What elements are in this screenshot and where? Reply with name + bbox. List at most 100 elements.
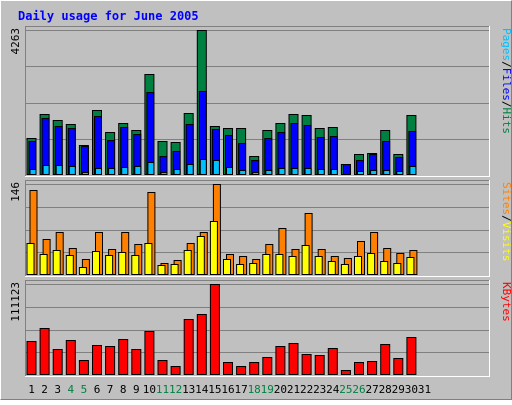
day-label-18: 18 xyxy=(248,383,261,396)
legend-kbytes: KBytes xyxy=(500,282,512,322)
bar-pages-day-26 xyxy=(357,171,364,175)
bar-kbytes-day-15 xyxy=(209,284,220,375)
bar-sites-day-26 xyxy=(354,256,362,275)
legend-entry-visits: Visits xyxy=(500,222,512,262)
day-label-8: 8 xyxy=(120,383,127,396)
bar-kbytes-day-18 xyxy=(249,362,260,375)
day-label-23: 23 xyxy=(313,383,326,396)
legend-sites-visits: Sites/Visits xyxy=(500,182,512,262)
bar-sites-day-25 xyxy=(340,264,349,275)
bar-sites-day-13 xyxy=(183,250,192,275)
bar-kbytes-day-26 xyxy=(354,362,364,375)
bar-pages-day-18 xyxy=(252,172,260,175)
day-label-14: 14 xyxy=(195,383,209,396)
bar-sites-day-19 xyxy=(262,254,271,275)
bar-pages-day-17 xyxy=(239,170,247,175)
bar-pages-day-21 xyxy=(291,168,299,175)
day-label-26: 26 xyxy=(352,383,365,396)
day-label-12: 12 xyxy=(169,383,182,396)
bar-sites-day-3 xyxy=(52,250,61,275)
bar-kbytes-day-10 xyxy=(144,331,155,375)
bar-pages-day-24 xyxy=(330,169,338,175)
day-label-4: 4 xyxy=(67,383,74,396)
bar-sites-day-29 xyxy=(393,263,402,275)
day-label-25: 25 xyxy=(339,383,352,396)
y-max-label: 146 xyxy=(9,182,22,202)
bar-kbytes-day-24 xyxy=(327,348,338,375)
day-label-3: 3 xyxy=(54,383,61,396)
bar-sites-day-15 xyxy=(209,221,218,275)
panel-pages-files-hits: 4263 Pages/Files/Hits xyxy=(9,26,512,177)
bar-pages-day-29 xyxy=(396,171,404,175)
bar-pages-day-13 xyxy=(186,164,194,175)
bar-pages-day-14 xyxy=(199,159,207,175)
bar-sites-day-12 xyxy=(170,264,179,275)
bar-kbytes-day-6 xyxy=(92,345,102,375)
bar-sites-day-21 xyxy=(288,256,297,275)
day-label-5: 5 xyxy=(81,383,88,396)
day-label-6: 6 xyxy=(94,383,101,396)
bar-kbytes-day-9 xyxy=(131,349,142,375)
bar-pages-day-28 xyxy=(383,170,391,175)
bar-sites-day-11 xyxy=(157,265,166,275)
bar-kbytes-day-1 xyxy=(26,341,37,375)
bar-pages-day-20 xyxy=(278,168,286,175)
bar-files-day-22 xyxy=(303,125,312,175)
day-label-17: 17 xyxy=(234,383,247,396)
bar-pages-day-23 xyxy=(317,169,325,175)
bar-pages-day-19 xyxy=(265,170,273,175)
day-label-30: 30 xyxy=(405,383,418,396)
bar-pages-day-30 xyxy=(409,166,417,175)
day-label-9: 9 xyxy=(133,383,140,396)
bar-files-day-28 xyxy=(382,141,391,175)
panel-sites-visits: 146 Sites/Visits xyxy=(9,180,512,277)
bar-pages-day-5 xyxy=(81,172,89,175)
bar-kbytes-day-21 xyxy=(288,343,299,375)
bar-sites-day-4 xyxy=(65,255,74,275)
day-label-7: 7 xyxy=(107,383,114,396)
bar-pages-day-12 xyxy=(173,169,181,175)
bar-files-day-19 xyxy=(264,138,273,175)
bar-kbytes-day-22 xyxy=(301,354,312,375)
bar-sites-day-20 xyxy=(275,254,284,275)
day-label-16: 16 xyxy=(221,383,234,396)
bar-sites-day-9 xyxy=(131,255,140,275)
bar-pages-day-7 xyxy=(108,168,116,175)
chart-title: Daily usage for June 2005 xyxy=(18,9,199,23)
legend-entry-sites: Sites xyxy=(500,182,512,215)
bar-sites-day-23 xyxy=(314,256,323,275)
bar-kbytes-day-19 xyxy=(262,357,273,375)
bar-kbytes-day-17 xyxy=(236,366,247,375)
bar-sites-day-28 xyxy=(380,261,389,275)
bar-sites-day-10 xyxy=(144,243,153,275)
bar-kbytes-day-3 xyxy=(52,349,63,375)
day-label-10: 10 xyxy=(143,383,156,396)
bar-files-day-11 xyxy=(159,156,168,175)
bar-pages-day-6 xyxy=(95,168,102,175)
bar-kbytes-day-30 xyxy=(406,337,417,375)
day-label-20: 20 xyxy=(274,383,287,396)
bar-kbytes-day-8 xyxy=(118,339,129,375)
day-label-22: 22 xyxy=(300,383,313,396)
bar-files-day-6 xyxy=(94,116,102,175)
bar-kbytes-day-2 xyxy=(39,328,50,375)
day-labels: 1 2 3 4 5 6 7 8 9 10 11 12 13 14 15 16 17 18 19 20 21 22 23 24 2… xyxy=(28,383,431,396)
bar-sites-day-1 xyxy=(26,243,35,275)
bar-kbytes-day-4 xyxy=(65,340,76,375)
y-max-label: 4263 xyxy=(9,28,22,55)
bar-sites-day-7 xyxy=(105,255,114,275)
day-label-13: 13 xyxy=(182,383,195,396)
bar-kbytes-day-11 xyxy=(157,360,168,375)
bar-pages-day-8 xyxy=(121,167,129,175)
day-label-29: 29 xyxy=(392,383,405,396)
bar-pages-day-4 xyxy=(68,166,76,175)
bar-pages-day-9 xyxy=(134,166,142,175)
bar-pages-day-27 xyxy=(370,170,378,175)
bar-sites-day-22 xyxy=(301,245,310,275)
day-label-2: 2 xyxy=(41,383,48,396)
bar-kbytes-day-25 xyxy=(340,370,351,375)
bar-pages-day-22 xyxy=(304,168,312,175)
day-label-15: 15 xyxy=(208,383,221,396)
bar-kbytes-day-23 xyxy=(314,355,325,375)
